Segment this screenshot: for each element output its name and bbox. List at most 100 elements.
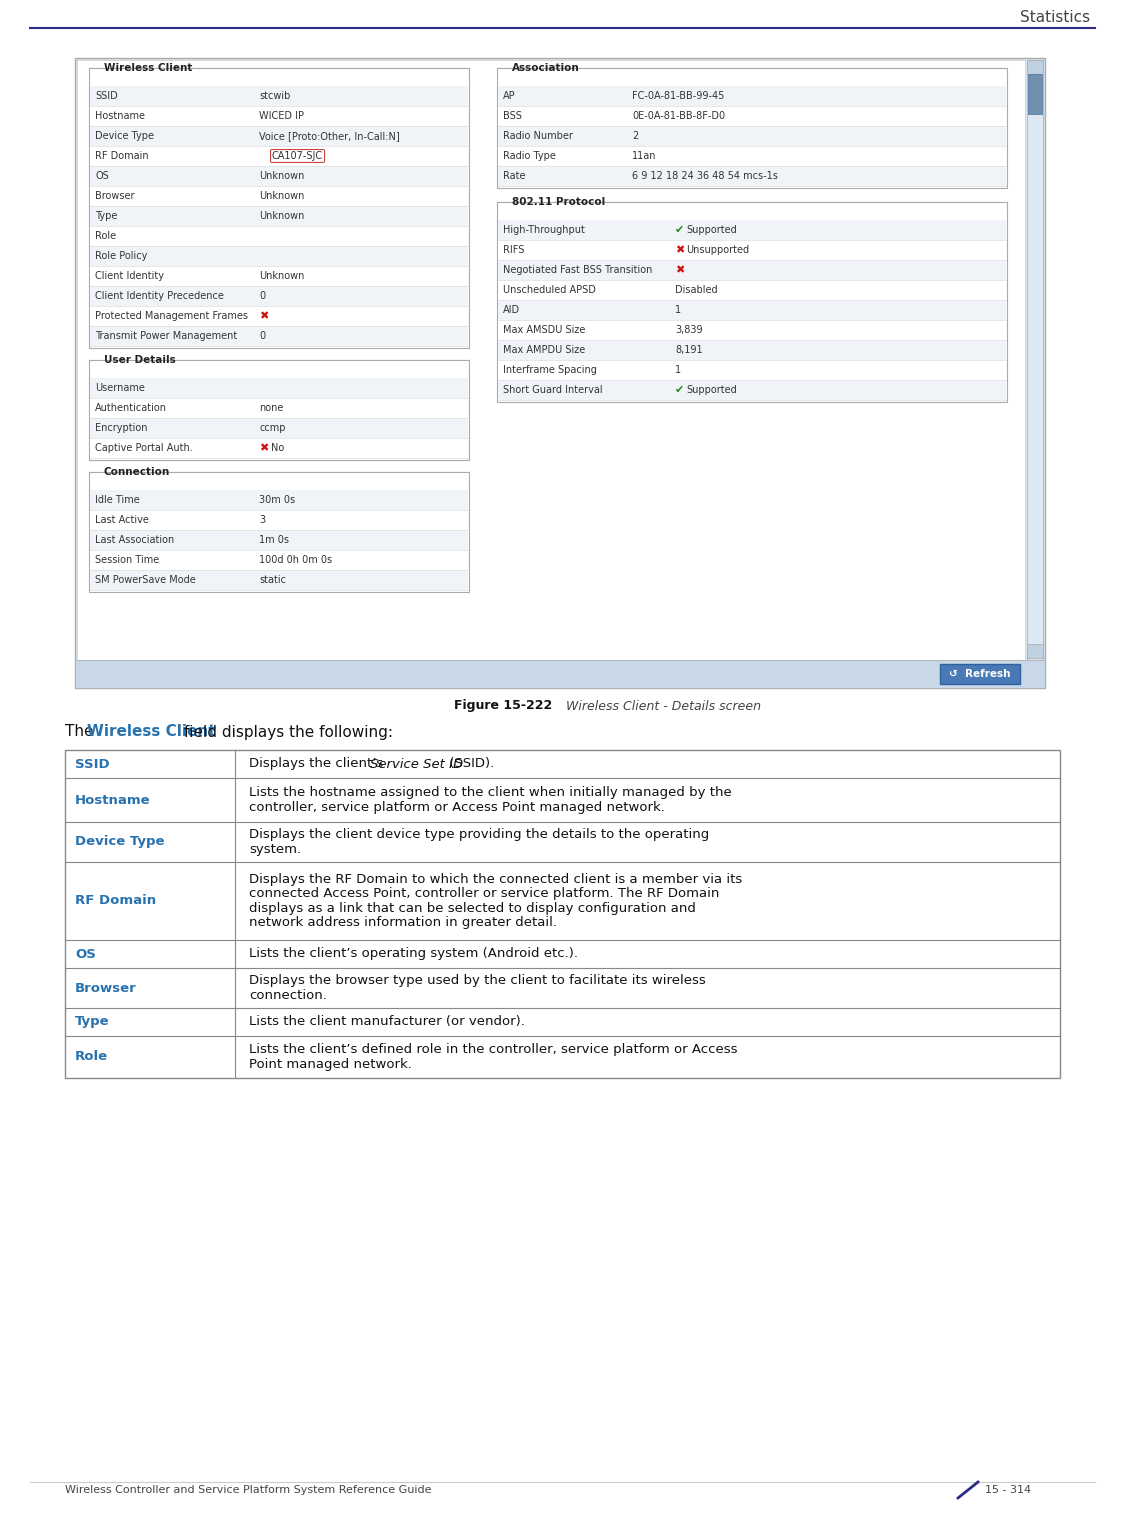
FancyBboxPatch shape: [90, 417, 468, 439]
FancyBboxPatch shape: [1027, 61, 1043, 74]
FancyBboxPatch shape: [90, 165, 468, 187]
FancyBboxPatch shape: [498, 87, 1006, 106]
FancyBboxPatch shape: [90, 206, 468, 226]
Text: SM PowerSave Mode: SM PowerSave Mode: [94, 575, 196, 584]
Text: static: static: [259, 575, 286, 584]
Text: 0E-0A-81-BB-8F-D0: 0E-0A-81-BB-8F-D0: [632, 111, 726, 121]
Text: Unknown: Unknown: [259, 191, 305, 200]
Text: stcwib: stcwib: [259, 91, 290, 102]
Text: AP: AP: [503, 91, 515, 102]
Text: 1: 1: [675, 305, 681, 316]
Text: Role: Role: [75, 1050, 108, 1064]
FancyBboxPatch shape: [498, 360, 1006, 380]
Text: Service Set ID: Service Set ID: [370, 757, 463, 771]
Text: connection.: connection.: [249, 988, 327, 1002]
Text: ccmp: ccmp: [259, 424, 286, 433]
Text: Short Guard Interval: Short Guard Interval: [503, 386, 603, 395]
Text: Negotiated Fast BSS Transition: Negotiated Fast BSS Transition: [503, 266, 652, 275]
FancyBboxPatch shape: [497, 68, 1007, 188]
Text: system.: system.: [249, 842, 302, 856]
Text: Wireless Client: Wireless Client: [87, 724, 216, 739]
Text: Unscheduled APSD: Unscheduled APSD: [503, 285, 596, 294]
FancyBboxPatch shape: [498, 260, 1006, 279]
Text: ✖: ✖: [259, 443, 269, 452]
Text: SSID: SSID: [94, 91, 118, 102]
FancyBboxPatch shape: [90, 126, 468, 146]
Text: network address information in greater detail.: network address information in greater d…: [249, 917, 557, 929]
Text: OS: OS: [94, 172, 109, 181]
Text: OS: OS: [75, 947, 96, 961]
Text: Lists the client’s operating system (Android etc.).: Lists the client’s operating system (And…: [249, 947, 578, 961]
Text: Client Identity Precedence: Client Identity Precedence: [94, 291, 224, 301]
FancyBboxPatch shape: [90, 398, 468, 417]
FancyBboxPatch shape: [90, 106, 468, 126]
FancyBboxPatch shape: [498, 220, 1006, 240]
Text: The: The: [65, 724, 98, 739]
FancyBboxPatch shape: [90, 246, 468, 266]
FancyBboxPatch shape: [498, 380, 1006, 401]
Text: Username: Username: [94, 383, 145, 393]
Text: ↺  Refresh: ↺ Refresh: [950, 669, 1010, 679]
Text: none: none: [259, 402, 284, 413]
Text: Supported: Supported: [686, 386, 737, 395]
FancyBboxPatch shape: [90, 146, 468, 165]
Text: 2: 2: [632, 131, 638, 141]
FancyBboxPatch shape: [90, 378, 468, 398]
Text: 100d 0h 0m 0s: 100d 0h 0m 0s: [259, 556, 332, 565]
Text: Client Identity: Client Identity: [94, 272, 164, 281]
Text: 0: 0: [259, 331, 266, 342]
FancyBboxPatch shape: [498, 106, 1006, 126]
FancyBboxPatch shape: [90, 530, 468, 550]
Text: Role Policy: Role Policy: [94, 250, 147, 261]
Text: Encryption: Encryption: [94, 424, 147, 433]
Text: Interframe Spacing: Interframe Spacing: [503, 364, 597, 375]
Text: Last Association: Last Association: [94, 534, 174, 545]
Text: 11an: 11an: [632, 150, 657, 161]
FancyBboxPatch shape: [89, 360, 469, 460]
Text: controller, service platform or Access Point managed network.: controller, service platform or Access P…: [249, 802, 665, 814]
Text: Max AMSDU Size: Max AMSDU Size: [503, 325, 585, 335]
FancyBboxPatch shape: [90, 226, 468, 246]
Text: Lists the hostname assigned to the client when initially managed by the: Lists the hostname assigned to the clien…: [249, 786, 731, 800]
Text: 0: 0: [259, 291, 266, 301]
Text: Unknown: Unknown: [259, 172, 305, 181]
Text: Protected Management Frames: Protected Management Frames: [94, 311, 248, 320]
Text: 1: 1: [675, 364, 681, 375]
Text: Wireless Controller and Service Platform System Reference Guide: Wireless Controller and Service Platform…: [65, 1485, 432, 1495]
Text: Radio Type: Radio Type: [503, 150, 556, 161]
Text: field displays the following:: field displays the following:: [179, 724, 393, 739]
Text: 3,839: 3,839: [675, 325, 703, 335]
Text: Wireless Client - Details screen: Wireless Client - Details screen: [558, 700, 760, 712]
Text: Idle Time: Idle Time: [94, 495, 140, 505]
Text: Device Type: Device Type: [94, 131, 154, 141]
Text: Role: Role: [94, 231, 116, 241]
Text: CA107-SJC: CA107-SJC: [272, 150, 323, 161]
FancyBboxPatch shape: [75, 660, 1045, 688]
FancyBboxPatch shape: [498, 301, 1006, 320]
FancyBboxPatch shape: [90, 326, 468, 346]
Text: Figure 15-222: Figure 15-222: [455, 700, 552, 712]
FancyBboxPatch shape: [90, 439, 468, 458]
FancyBboxPatch shape: [90, 510, 468, 530]
Text: Lists the client manufacturer (or vendor).: Lists the client manufacturer (or vendor…: [249, 1016, 525, 1029]
Text: Type: Type: [94, 211, 117, 222]
FancyBboxPatch shape: [90, 187, 468, 206]
Text: Transmit Power Management: Transmit Power Management: [94, 331, 237, 342]
Text: Unsupported: Unsupported: [686, 244, 749, 255]
Text: Disabled: Disabled: [675, 285, 718, 294]
Text: Point managed network.: Point managed network.: [249, 1058, 412, 1070]
Text: Lists the client’s defined role in the controller, service platform or Access: Lists the client’s defined role in the c…: [249, 1043, 738, 1057]
Text: Statistics: Statistics: [1020, 11, 1090, 26]
FancyBboxPatch shape: [940, 663, 1020, 685]
Text: 8,191: 8,191: [675, 345, 703, 355]
Text: Association: Association: [512, 64, 579, 73]
FancyBboxPatch shape: [90, 490, 468, 510]
Text: RF Domain: RF Domain: [94, 150, 148, 161]
Text: User Details: User Details: [104, 355, 176, 364]
FancyBboxPatch shape: [498, 146, 1006, 165]
Text: Radio Number: Radio Number: [503, 131, 573, 141]
Text: Hostname: Hostname: [94, 111, 145, 121]
Text: BSS: BSS: [503, 111, 522, 121]
Text: Rate: Rate: [503, 172, 525, 181]
Text: Captive Portal Auth.: Captive Portal Auth.: [94, 443, 192, 452]
